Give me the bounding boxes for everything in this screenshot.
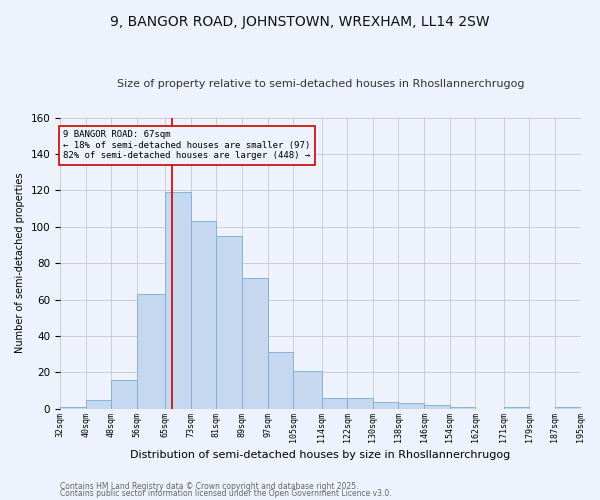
- Bar: [242, 278, 268, 409]
- Bar: [424, 405, 449, 409]
- X-axis label: Distribution of semi-detached houses by size in Rhosllannerchrugog: Distribution of semi-detached houses by …: [130, 450, 511, 460]
- Bar: [322, 398, 347, 409]
- Bar: [555, 407, 581, 409]
- Bar: [347, 398, 373, 409]
- Text: Contains HM Land Registry data © Crown copyright and database right 2025.: Contains HM Land Registry data © Crown c…: [60, 482, 359, 491]
- Bar: [217, 236, 242, 409]
- Y-axis label: Number of semi-detached properties: Number of semi-detached properties: [15, 173, 25, 354]
- Bar: [504, 407, 529, 409]
- Bar: [60, 407, 86, 409]
- Text: 9, BANGOR ROAD, JOHNSTOWN, WREXHAM, LL14 2SW: 9, BANGOR ROAD, JOHNSTOWN, WREXHAM, LL14…: [110, 15, 490, 29]
- Bar: [166, 192, 191, 409]
- Title: Size of property relative to semi-detached houses in Rhosllannerchrugog: Size of property relative to semi-detach…: [116, 79, 524, 89]
- Bar: [449, 407, 475, 409]
- Bar: [293, 370, 322, 409]
- Bar: [373, 402, 398, 409]
- Text: 9 BANGOR ROAD: 67sqm
← 18% of semi-detached houses are smaller (97)
82% of semi-: 9 BANGOR ROAD: 67sqm ← 18% of semi-detac…: [63, 130, 310, 160]
- Bar: [137, 294, 166, 409]
- Bar: [398, 404, 424, 409]
- Text: Contains public sector information licensed under the Open Government Licence v3: Contains public sector information licen…: [60, 489, 392, 498]
- Bar: [86, 400, 111, 409]
- Bar: [268, 352, 293, 409]
- Bar: [111, 380, 137, 409]
- Bar: [191, 222, 217, 409]
